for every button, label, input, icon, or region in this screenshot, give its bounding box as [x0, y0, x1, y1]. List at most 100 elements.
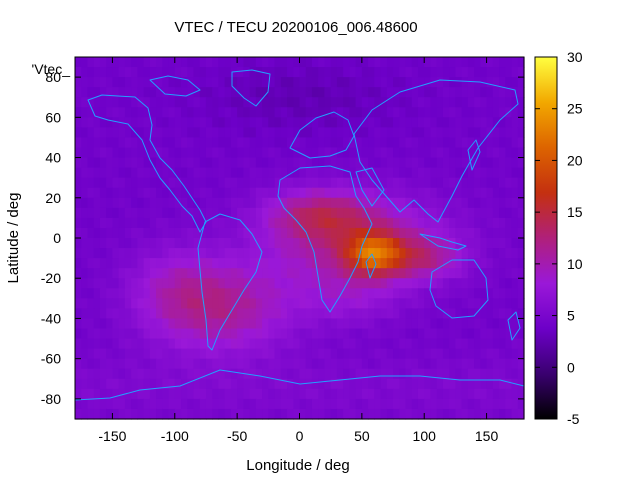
heatmap-cell — [399, 398, 407, 410]
heatmap-cell — [393, 147, 400, 159]
heatmap-cell — [324, 258, 332, 269]
heatmap-cell — [268, 238, 276, 249]
heatmap-cell — [324, 268, 332, 279]
heatmap-cell — [243, 358, 251, 370]
heatmap-cell — [212, 348, 220, 360]
heatmap-cell — [299, 368, 307, 380]
heatmap-cell — [474, 97, 481, 108]
heatmap-cell — [380, 167, 388, 179]
heatmap-cell — [461, 308, 469, 320]
heatmap-cell — [237, 227, 244, 239]
heatmap-cell — [268, 378, 276, 390]
heatmap-cell — [393, 127, 400, 139]
heatmap-cell — [218, 288, 226, 299]
heatmap-cell — [343, 378, 350, 390]
heatmap-cell — [361, 147, 369, 159]
heatmap-cell — [361, 117, 369, 128]
heatmap-cell — [411, 177, 419, 189]
heatmap-cell — [449, 308, 457, 320]
heatmap-cell — [112, 127, 120, 139]
heatmap-cell — [212, 127, 220, 139]
heatmap-cell — [230, 288, 238, 299]
heatmap-cell — [318, 157, 326, 169]
heatmap-cell — [280, 97, 288, 108]
heatmap-cell — [386, 147, 394, 159]
heatmap-cell — [287, 318, 294, 330]
heatmap-cell — [156, 127, 163, 139]
heatmap-cell — [336, 207, 344, 219]
heatmap-cell — [149, 67, 157, 78]
heatmap-cell — [442, 217, 450, 229]
heatmap-cell — [118, 217, 126, 229]
heatmap-cell — [368, 107, 375, 118]
heatmap-cell — [461, 368, 469, 380]
heatmap-cell — [287, 278, 294, 289]
heatmap-cell — [343, 408, 350, 420]
heatmap-cell — [268, 187, 276, 199]
heatmap-cell — [399, 57, 407, 68]
heatmap-cell — [474, 258, 481, 269]
heatmap-cell — [93, 248, 101, 259]
heatmap-cell — [124, 338, 132, 350]
heatmap-cell — [268, 348, 276, 360]
heatmap-cell — [293, 207, 301, 219]
heatmap-cell — [318, 298, 326, 309]
heatmap-cell — [168, 227, 176, 239]
heatmap-cell — [162, 157, 170, 169]
heatmap-cell — [262, 238, 269, 249]
heatmap-cell — [174, 177, 182, 189]
heatmap-cell — [237, 288, 244, 299]
heatmap-cell — [106, 378, 114, 390]
heatmap-cell — [299, 238, 307, 249]
heatmap-cell — [131, 177, 138, 189]
heatmap-cell — [181, 187, 188, 199]
heatmap-cell — [212, 368, 220, 380]
heatmap-cell — [461, 147, 469, 159]
heatmap-cell — [461, 388, 469, 400]
heatmap-cell — [293, 368, 301, 380]
heatmap-cell — [336, 378, 344, 390]
heatmap-cell — [374, 248, 382, 259]
heatmap-cell — [442, 388, 450, 400]
heatmap-cell — [505, 77, 513, 88]
heatmap-cell — [311, 328, 319, 340]
heatmap-cell — [124, 137, 132, 149]
heatmap-cell — [430, 278, 438, 289]
heatmap-cell — [424, 147, 432, 159]
heatmap-cell — [324, 348, 332, 360]
heatmap-cell — [455, 348, 463, 360]
heatmap-cell — [511, 278, 519, 289]
heatmap-cell — [124, 258, 132, 269]
heatmap-cell — [324, 378, 332, 390]
heatmap-cell — [355, 197, 363, 209]
heatmap-cell — [81, 308, 89, 320]
heatmap-cell — [393, 298, 400, 309]
heatmap-cell — [218, 87, 226, 98]
heatmap-cell — [131, 288, 138, 299]
heatmap-cell — [336, 358, 344, 370]
heatmap-cell — [143, 197, 151, 209]
heatmap-cell — [380, 408, 388, 420]
heatmap-cell — [343, 57, 350, 68]
heatmap-cell — [417, 358, 425, 370]
heatmap-cell — [99, 408, 107, 420]
heatmap-cell — [99, 147, 107, 159]
heatmap-cell — [299, 97, 307, 108]
heatmap-cell — [293, 117, 301, 128]
heatmap-cell — [187, 107, 195, 118]
heatmap-cell — [162, 268, 170, 279]
heatmap-cell — [124, 87, 132, 98]
heatmap-cell — [449, 318, 457, 330]
heatmap-cell — [205, 238, 213, 249]
heatmap-cell — [268, 248, 276, 259]
heatmap-cell — [455, 197, 463, 209]
heatmap-cell — [199, 258, 207, 269]
heatmap-cell — [118, 398, 126, 410]
heatmap-cell — [486, 268, 494, 279]
heatmap-cell — [168, 278, 176, 289]
heatmap-cell — [380, 298, 388, 309]
heatmap-cell — [174, 348, 182, 360]
heatmap-cell — [75, 67, 82, 78]
heatmap-cell — [187, 358, 195, 370]
heatmap-cell — [517, 87, 525, 98]
